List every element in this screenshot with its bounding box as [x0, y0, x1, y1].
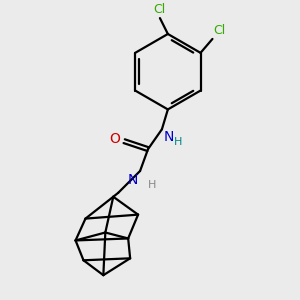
Text: Cl: Cl	[213, 24, 226, 37]
Text: H: H	[148, 180, 156, 190]
Text: Cl: Cl	[153, 3, 165, 16]
Text: N: N	[164, 130, 174, 144]
Text: H: H	[174, 137, 182, 147]
Text: N: N	[128, 173, 138, 187]
Text: O: O	[109, 132, 120, 146]
